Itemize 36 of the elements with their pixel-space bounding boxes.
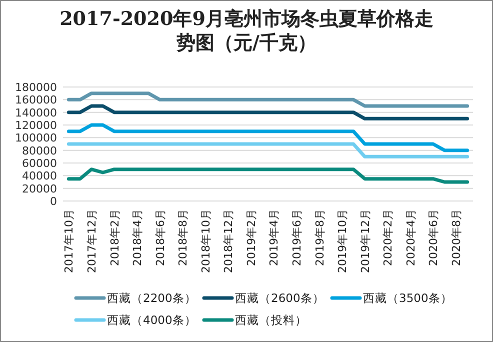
x-tick-label: 2018年6月 [154,209,167,266]
y-tick-label: 40000 [22,170,57,183]
x-tick-label: 2018年10月 [199,209,212,273]
y-tick-label: 0 [50,195,57,208]
y-tick-label: 80000 [22,144,57,158]
x-tick-label: 2018年12月 [222,209,236,273]
legend-label: 西藏（投料） [235,313,307,327]
y-tick-label: 180000 [15,81,57,94]
x-tick-label: 2020年4月 [404,209,418,266]
legend-label: 西藏（2600条） [235,291,324,305]
legend-label: 西藏（4000条） [107,313,196,327]
y-tick-label: 100000 [15,132,57,145]
x-tick-label: 2017年10月 [62,209,76,273]
y-tick-label: 140000 [15,106,57,120]
x-tick-label: 2017年12月 [85,209,98,273]
y-tick-label: 60000 [22,157,57,170]
x-tick-label: 2018年2月 [108,209,122,266]
y-tick-label: 160000 [15,94,57,107]
x-tick-label: 2019年4月 [268,209,281,266]
x-tick-label: 2020年8月 [450,209,463,266]
y-tick-label: 20000 [22,182,57,196]
x-tick-label: 2019年12月 [358,209,372,273]
x-tick-label: 2018年4月 [131,209,144,266]
x-tick-label: 2020年6月 [427,209,440,266]
x-tick-label: 2020年2月 [382,209,395,266]
x-tick-label: 2019年6月 [290,209,304,266]
chart-title: 2017-2020年9月亳州市场冬虫夏草价格走势图（元/千克） [58,7,434,55]
x-tick-label: 2019年10月 [336,209,350,273]
line-series [66,123,470,152]
x-tick-label: 2019年8月 [313,209,326,266]
x-tick-label: 2018年8月 [176,209,190,266]
legend-label: 西藏（2200条） [107,291,196,305]
x-tick-label: 2019年2月 [244,209,258,266]
y-tick-label: 120000 [15,119,57,132]
line-series [66,168,470,184]
legend-label: 西藏（3500条） [363,291,452,305]
